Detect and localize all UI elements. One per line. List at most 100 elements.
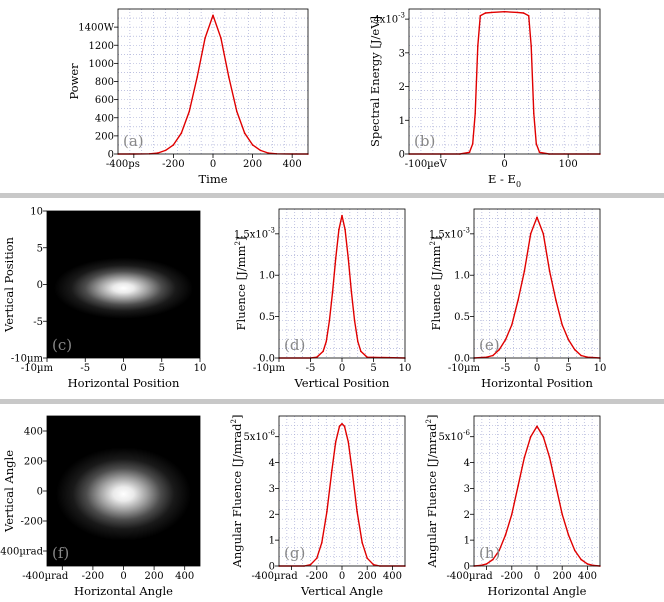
y-tick-label: 400 <box>95 113 114 124</box>
data-point <box>356 510 358 513</box>
chart-f: -400µrad -200 0 200 400-400µrad-2000200400Ho… <box>0 415 201 598</box>
panel-label: (h) <box>479 544 500 562</box>
x-axis-label-subscript: 0 <box>516 180 521 189</box>
data-point <box>474 112 477 115</box>
data-point <box>522 12 525 14</box>
x-tick-label: 0 <box>501 159 507 170</box>
data-point <box>498 348 501 351</box>
x-tick-label: 400 <box>175 571 194 582</box>
x-tick-label: 0 <box>339 363 345 374</box>
y-tick-label: 3 <box>269 484 275 495</box>
y-tick-label: 1.0 <box>259 271 275 282</box>
y-tick-label: 0 <box>37 487 43 498</box>
y-tick-label-superscript: -6 <box>268 429 275 437</box>
y-tick-label: 200 <box>24 457 43 468</box>
x-tick-label: 0 <box>534 571 540 582</box>
data-point <box>532 112 535 115</box>
x-tick-label: -200 <box>82 571 104 582</box>
data-point <box>536 425 538 428</box>
y-tick-label: 0.5 <box>454 312 470 323</box>
data-point <box>344 228 346 231</box>
y-tick-label: 1.0 <box>454 271 470 282</box>
y-tick-label: 4 <box>269 458 275 469</box>
y-tick-label: 2 <box>269 510 275 521</box>
data-point <box>338 228 340 231</box>
data-point <box>548 270 551 272</box>
data-point <box>580 558 582 561</box>
data-point <box>164 149 167 152</box>
y-tick-label: 5x10-6 <box>438 429 470 443</box>
x-tick-label: 200 <box>145 571 164 582</box>
data-point <box>325 340 328 343</box>
y-tick-label: 1 <box>269 536 275 547</box>
y-tick-label: 2 <box>464 510 470 521</box>
chart-h: -400µrad -200 0 200 400 0 1 2 3 4 5x10-6 Horizontal… <box>425 415 601 598</box>
data-point <box>321 541 323 544</box>
x-tick-label: 200 <box>358 571 377 582</box>
chart-a: -400ps -200 0 200 400 0 200 400 600 800 1000 1200 14… <box>67 8 309 186</box>
data-point <box>504 534 507 536</box>
data-point <box>334 257 337 260</box>
x-tick-label: 10 <box>594 363 607 374</box>
y-tick-label: 0.0 <box>259 354 275 365</box>
y-tick-label: -5 <box>33 317 43 328</box>
data-point <box>220 37 222 39</box>
data-point <box>322 350 324 353</box>
x-axis-label: E - E0 <box>488 172 521 189</box>
data-point <box>347 257 350 260</box>
data-point <box>548 456 551 459</box>
y-axis-label-superscript: 2 <box>429 241 437 245</box>
y-axis-label-superscript: 2 <box>230 419 238 423</box>
x-tick-label: 200 <box>243 159 262 170</box>
data-point <box>517 485 519 487</box>
y-tick-label: 1200 <box>89 41 114 52</box>
y-tick-label: 0.0 <box>454 354 470 365</box>
y-tick-label: 5 <box>37 243 43 254</box>
y-tick-label: 400 <box>24 427 43 438</box>
data-point <box>372 563 375 566</box>
x-tick-label: -10µm <box>21 363 54 374</box>
y-tick-label: 0 <box>269 562 275 573</box>
y-axis-label-superscript: 2 <box>234 241 242 245</box>
x-axis-label: Vertical Position <box>294 376 390 390</box>
x-tick-label: 400 <box>283 159 302 170</box>
data-point <box>172 144 175 146</box>
data-point <box>586 356 589 358</box>
y-tick-label-superscript: -3 <box>463 226 470 234</box>
data-point <box>309 563 312 566</box>
data-point <box>476 45 479 47</box>
y-tick-label: -10µm <box>11 354 44 365</box>
x-axis-label: Horizontal Angle <box>74 584 173 598</box>
data-point <box>523 270 526 272</box>
y-tick-label: 4x10-3 <box>373 12 405 26</box>
panel-label: (a) <box>123 132 144 150</box>
data-point <box>331 469 333 472</box>
panel-label: (c) <box>52 336 72 354</box>
data-point <box>196 76 198 78</box>
chart-e: -10µm -5 0 5 10 0.0 0.5 1.0 1.5x10-3 Horizontal P… <box>429 208 607 390</box>
y-tick-label-superscript: -3 <box>268 226 275 234</box>
x-tick-label: 100 <box>559 159 578 170</box>
data-point <box>350 290 353 293</box>
data-point <box>468 151 471 154</box>
y-tick-label: 3 <box>464 484 470 495</box>
data-point <box>574 549 576 552</box>
data-point <box>536 216 538 219</box>
y-tick-label: -200 <box>21 517 43 528</box>
x-axis-label: Horizontal Position <box>68 376 180 390</box>
data-point <box>228 76 230 78</box>
x-tick-label: 5 <box>370 363 376 374</box>
data-point <box>492 558 494 561</box>
y-tick-label: 1 <box>464 536 470 547</box>
data-point <box>331 290 334 293</box>
x-tick-label: 200 <box>553 571 572 582</box>
data-point <box>523 456 526 459</box>
y-tick-label: 1.5x10-3 <box>429 226 470 240</box>
data-point <box>353 319 356 322</box>
y-tick-label: 0 <box>37 280 43 291</box>
y-tick-label: 1 <box>399 116 405 127</box>
y-tick-label: -400µrad <box>0 547 44 558</box>
y-tick-label: 0 <box>399 150 405 161</box>
